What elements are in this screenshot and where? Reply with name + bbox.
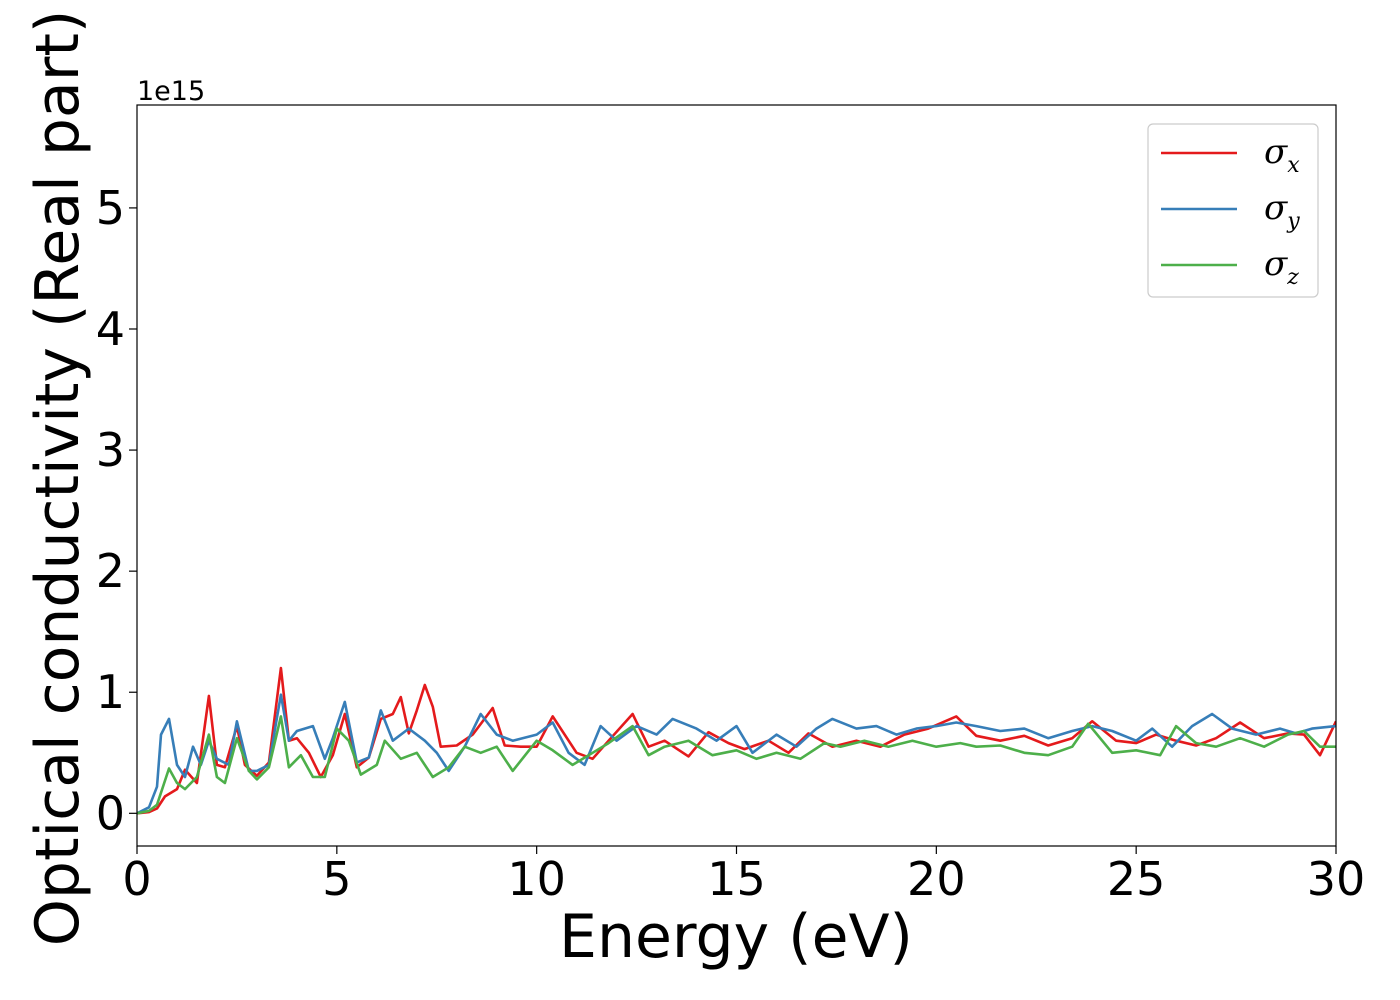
legend-label-z: σz — [1264, 244, 1299, 290]
series-line-z — [137, 715, 1336, 815]
y-tick-label: 1 — [96, 665, 125, 719]
x-tick-label: 25 — [1107, 852, 1166, 906]
y-axis-ticks: 0 1 2 3 4 5 — [96, 181, 137, 840]
legend-box — [1147, 123, 1319, 298]
y-tick-label: 0 — [96, 786, 125, 840]
y-tick-label: 3 — [96, 423, 125, 477]
x-tick-label: 20 — [907, 852, 966, 906]
x-tick-label: 0 — [122, 852, 151, 906]
y-axis-offset-label: 1e15 — [137, 76, 205, 107]
legend-label-y: σy — [1264, 188, 1300, 234]
y-tick-label: 4 — [96, 302, 125, 356]
series-line-y — [137, 693, 1336, 815]
y-tick-label: 2 — [96, 544, 125, 598]
x-tick-label: 10 — [507, 852, 566, 906]
x-axis-ticks: 0 5 10 15 20 25 30 — [122, 846, 1365, 906]
series-lines — [137, 666, 1336, 815]
legend-label-x: σx — [1264, 132, 1300, 178]
x-tick-label: 15 — [707, 852, 766, 906]
x-tick-label: 30 — [1307, 852, 1366, 906]
y-axis-label: Optical conductivity (Real part) — [23, 10, 93, 947]
y-tick-label: 5 — [96, 181, 125, 235]
legend: σx σy σz — [1147, 123, 1319, 298]
x-tick-label: 5 — [322, 852, 351, 906]
x-axis-label: Energy (eV) — [559, 902, 913, 972]
